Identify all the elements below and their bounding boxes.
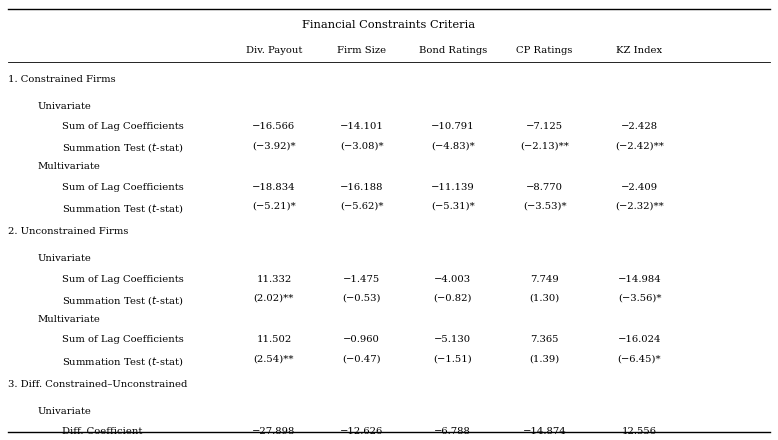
Text: −16.566: −16.566	[252, 122, 296, 131]
Text: −14.101: −14.101	[340, 122, 384, 131]
Text: (1.30): (1.30)	[530, 294, 559, 303]
Text: 12.556: 12.556	[622, 427, 657, 436]
Text: −18.834: −18.834	[252, 183, 296, 191]
Text: (−3.92)*: (−3.92)*	[252, 141, 296, 150]
Text: (−2.42)**: (−2.42)**	[615, 141, 664, 150]
Text: Univariate: Univariate	[37, 407, 91, 416]
Text: 2. Unconstrained Firms: 2. Unconstrained Firms	[8, 227, 128, 236]
Text: Summation Test ($\it{t}$-stat): Summation Test ($\it{t}$-stat)	[62, 294, 184, 307]
Text: −5.130: −5.130	[434, 335, 471, 344]
Text: Univariate: Univariate	[37, 102, 91, 110]
Text: KZ Index: KZ Index	[616, 46, 663, 55]
Text: (−5.31)*: (−5.31)*	[431, 202, 475, 211]
Text: Summation Test ($\it{t}$-stat): Summation Test ($\it{t}$-stat)	[62, 202, 184, 215]
Text: Financial Constraints Criteria: Financial Constraints Criteria	[303, 20, 475, 30]
Text: Multivariate: Multivariate	[37, 162, 100, 171]
Text: (−1.51): (−1.51)	[433, 355, 472, 363]
Text: −12.626: −12.626	[340, 427, 384, 436]
Text: −0.960: −0.960	[343, 335, 380, 344]
Text: −14.874: −14.874	[523, 427, 566, 436]
Text: −8.770: −8.770	[526, 183, 563, 191]
Text: Sum of Lag Coefficients: Sum of Lag Coefficients	[62, 183, 184, 191]
Text: −7.125: −7.125	[526, 122, 563, 131]
Text: −2.409: −2.409	[621, 183, 658, 191]
Text: CP Ratings: CP Ratings	[517, 46, 573, 55]
Text: Summation Test ($\it{t}$-stat): Summation Test ($\it{t}$-stat)	[62, 355, 184, 367]
Text: (−5.62)*: (−5.62)*	[340, 202, 384, 211]
Text: (−6.45)*: (−6.45)*	[618, 355, 661, 363]
Text: Multivariate: Multivariate	[37, 315, 100, 324]
Text: (−4.83)*: (−4.83)*	[431, 141, 475, 150]
Text: 7.365: 7.365	[531, 335, 559, 344]
Text: Univariate: Univariate	[37, 254, 91, 263]
Text: Sum of Lag Coefficients: Sum of Lag Coefficients	[62, 122, 184, 131]
Text: 3. Diff. Constrained–Unconstrained: 3. Diff. Constrained–Unconstrained	[8, 380, 187, 389]
Text: (−0.82): (−0.82)	[433, 294, 472, 303]
Text: 1. Constrained Firms: 1. Constrained Firms	[8, 75, 115, 84]
Text: −11.139: −11.139	[431, 183, 475, 191]
Text: (2.54)**: (2.54)**	[254, 355, 294, 363]
Text: (−5.21)*: (−5.21)*	[252, 202, 296, 211]
Text: (−3.53)*: (−3.53)*	[523, 202, 566, 211]
Text: Firm Size: Firm Size	[337, 46, 387, 55]
Text: Bond Ratings: Bond Ratings	[419, 46, 487, 55]
Text: (−0.47): (−0.47)	[342, 355, 381, 363]
Text: −4.003: −4.003	[434, 275, 471, 283]
Text: −27.898: −27.898	[252, 427, 296, 436]
Text: (−0.53): (−0.53)	[342, 294, 381, 303]
Text: −2.428: −2.428	[621, 122, 658, 131]
Text: (−2.13)**: (−2.13)**	[520, 141, 569, 150]
Text: Div. Payout: Div. Payout	[246, 46, 302, 55]
Text: Sum of Lag Coefficients: Sum of Lag Coefficients	[62, 275, 184, 283]
Text: Summation Test ($\it{t}$-stat): Summation Test ($\it{t}$-stat)	[62, 141, 184, 154]
Text: −14.984: −14.984	[618, 275, 661, 283]
Text: −16.188: −16.188	[340, 183, 384, 191]
Text: −16.024: −16.024	[618, 335, 661, 344]
Text: (−2.32)**: (−2.32)**	[615, 202, 664, 211]
Text: (−3.08)*: (−3.08)*	[340, 141, 384, 150]
Text: Diff. Coefficient: Diff. Coefficient	[62, 427, 142, 436]
Text: 11.332: 11.332	[256, 275, 292, 283]
Text: 11.502: 11.502	[256, 335, 292, 344]
Text: 7.749: 7.749	[531, 275, 559, 283]
Text: −1.475: −1.475	[343, 275, 380, 283]
Text: (1.39): (1.39)	[530, 355, 559, 363]
Text: −10.791: −10.791	[431, 122, 475, 131]
Text: (2.02)**: (2.02)**	[254, 294, 294, 303]
Text: Sum of Lag Coefficients: Sum of Lag Coefficients	[62, 335, 184, 344]
Text: −6.788: −6.788	[434, 427, 471, 436]
Text: (−3.56)*: (−3.56)*	[618, 294, 661, 303]
